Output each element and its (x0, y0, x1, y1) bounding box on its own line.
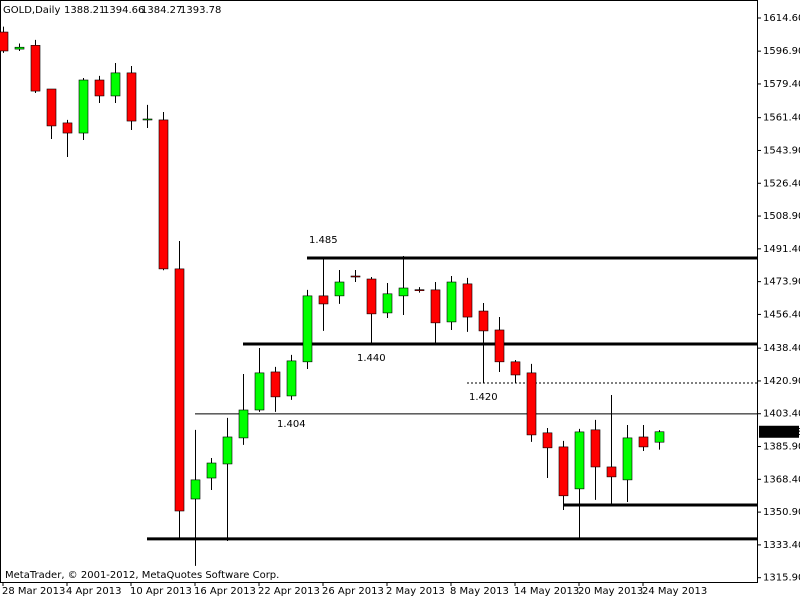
last-price-box (759, 425, 799, 438)
last-price-label: 1393.78 (762, 427, 800, 438)
candle-body (302, 295, 313, 363)
x-tick-label: 16 Apr 2013 (194, 586, 256, 597)
candle-body (270, 371, 281, 398)
quote-value: 1384.27 (141, 5, 182, 16)
candle-body (334, 281, 345, 297)
candle-body (126, 72, 137, 122)
quote-value: 1388.21 (64, 5, 105, 16)
candle-body (542, 432, 553, 449)
candle-body (110, 72, 121, 97)
y-tick-label: 1385.90 (763, 442, 800, 453)
y-tick-label: 1368.40 (763, 474, 800, 485)
x-tick-label: 28 Mar 2013 (2, 586, 65, 597)
y-tick-label: 1561.40 (763, 113, 800, 124)
candle-body (286, 360, 297, 397)
candle-body (462, 283, 473, 318)
y-tick-label: 1333.40 (763, 540, 800, 551)
x-tick-label: 2 May 2013 (386, 586, 445, 597)
quote-value: 1394.66 (103, 5, 144, 16)
y-tick-label: 1543.90 (763, 145, 800, 156)
candle-body (94, 79, 105, 97)
y-tick-label: 1526.40 (763, 178, 800, 189)
candle-body (0, 31, 9, 52)
candle-body (478, 310, 489, 332)
footer: MetaTrader, © 2001-2012, MetaQuotes Soft… (5, 570, 279, 581)
candle-body (142, 118, 153, 121)
candle-body (366, 278, 377, 315)
candle-body (46, 88, 57, 127)
y-tick-label: 1473.90 (763, 277, 800, 288)
y-tick-label: 1350.90 (763, 507, 800, 518)
quote-value: 1393.78 (180, 5, 221, 16)
candle-body (238, 409, 249, 439)
x-tick-label: 22 Apr 2013 (258, 586, 320, 597)
candle-body (558, 446, 569, 497)
y-tick-label: 1491.40 (763, 244, 800, 255)
plot-frame (0, 0, 758, 583)
candle-body (414, 289, 425, 291)
candle-body (350, 275, 361, 278)
candle-body (158, 119, 169, 270)
x-tick-label: 10 Apr 2013 (130, 586, 192, 597)
y-tick-label: 1420.90 (763, 376, 800, 387)
y-tick-label: 1438.40 (763, 343, 800, 354)
y-tick-label: 1456.40 (763, 309, 800, 320)
candle-body (254, 372, 265, 411)
level-label: 1.485 (309, 235, 338, 246)
candle-body (174, 268, 185, 512)
candle-body (30, 45, 41, 92)
candle-body (574, 431, 585, 490)
y-tick-label: 1596.90 (763, 46, 800, 57)
x-tick-label: 26 Apr 2013 (322, 586, 384, 597)
candle-body (382, 293, 393, 314)
candle-body (622, 437, 633, 481)
level-label: 1.440 (357, 353, 386, 364)
candle-body (62, 122, 73, 134)
candle-body (446, 281, 457, 323)
y-tick-label: 1403.40 (763, 409, 800, 420)
candle-body (206, 462, 217, 479)
candle-body (222, 436, 233, 465)
candle-body (430, 289, 441, 324)
candle-body (654, 431, 665, 443)
candle-body (638, 436, 649, 448)
y-tick-label: 1315.90 (763, 573, 800, 584)
chart-title: GOLD,Daily (3, 5, 60, 16)
y-tick-label: 1614.60 (763, 13, 800, 24)
x-tick-label: 8 May 2013 (450, 586, 509, 597)
x-tick-label: 20 May 2013 (578, 586, 643, 597)
candle-body (526, 372, 537, 436)
x-tick-label: 14 May 2013 (514, 586, 579, 597)
candle-body (510, 361, 521, 376)
candle-body (606, 466, 617, 478)
x-tick-label: 24 May 2013 (642, 586, 707, 597)
level-label: 1.420 (469, 392, 498, 403)
candle-body (190, 479, 201, 500)
candle-body (318, 295, 329, 305)
y-tick-label: 1508.90 (763, 211, 800, 222)
candle-body (78, 79, 89, 134)
candle-body (590, 429, 601, 468)
level-label: 1.404 (277, 419, 306, 430)
x-tick-label: 4 Apr 2013 (66, 586, 121, 597)
y-tick-label: 1579.40 (763, 79, 800, 90)
candle-body (398, 287, 409, 297)
candle-body (494, 329, 505, 363)
candle-body (14, 46, 25, 50)
